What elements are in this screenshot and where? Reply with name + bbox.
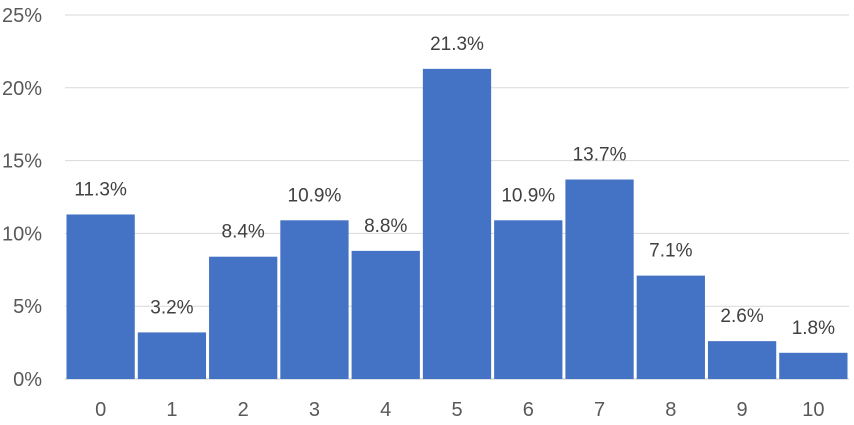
bar: [779, 352, 848, 379]
data-label: 8.8%: [364, 216, 407, 237]
y-tick-label: 10%: [2, 223, 42, 245]
x-tick-label: 10: [802, 399, 824, 421]
bar: [280, 220, 349, 379]
x-tick-label: 5: [451, 399, 462, 421]
y-axis-ticks: 0% 5% 10% 15% 20% 25%: [2, 5, 42, 391]
bar: [66, 214, 135, 379]
data-label: 21.3%: [430, 34, 484, 55]
data-label: 2.6%: [720, 306, 763, 327]
x-tick-label: 2: [238, 399, 249, 421]
y-tick-label: 25%: [2, 5, 42, 27]
data-label: 1.8%: [792, 318, 835, 339]
x-tick-label: 4: [380, 399, 391, 421]
data-labels: 11.3% 3.2% 8.4% 10.9% 8.8% 21.3% 10.9% 13.7% 7.1…: [74, 34, 835, 339]
x-tick-label: 1: [166, 399, 177, 421]
y-tick-label: 0%: [13, 369, 42, 391]
x-tick-label: 9: [737, 399, 748, 421]
data-label: 11.3%: [74, 179, 127, 200]
x-tick-label: 7: [594, 399, 605, 421]
bar: [636, 275, 705, 379]
bar: [707, 341, 777, 379]
x-tick-label: 0: [95, 399, 106, 421]
x-tick-label: 6: [523, 399, 534, 421]
y-tick-label: 5%: [13, 296, 42, 318]
bar: [494, 220, 563, 379]
x-tick-label: 8: [665, 399, 676, 421]
bars: [66, 68, 848, 379]
bar: [422, 68, 492, 379]
data-label: 8.4%: [222, 222, 265, 243]
bar: [351, 250, 420, 379]
data-label: 13.7%: [573, 145, 627, 166]
data-label: 3.2%: [150, 297, 193, 318]
data-label: 10.9%: [501, 185, 555, 206]
bar: [209, 256, 278, 379]
data-label: 10.9%: [288, 185, 342, 206]
y-tick-label: 15%: [2, 151, 42, 173]
bar: [137, 332, 207, 379]
data-label: 7.1%: [649, 241, 692, 262]
x-tick-label: 3: [309, 399, 320, 421]
bar: [565, 179, 634, 379]
y-tick-label: 20%: [2, 78, 42, 100]
x-axis-ticks: 0 1 2 3 4 5 6 7 8 9 10: [95, 399, 824, 421]
